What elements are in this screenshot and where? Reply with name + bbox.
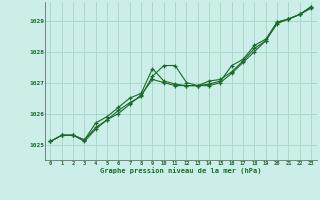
X-axis label: Graphe pression niveau de la mer (hPa): Graphe pression niveau de la mer (hPa) [100,167,261,174]
